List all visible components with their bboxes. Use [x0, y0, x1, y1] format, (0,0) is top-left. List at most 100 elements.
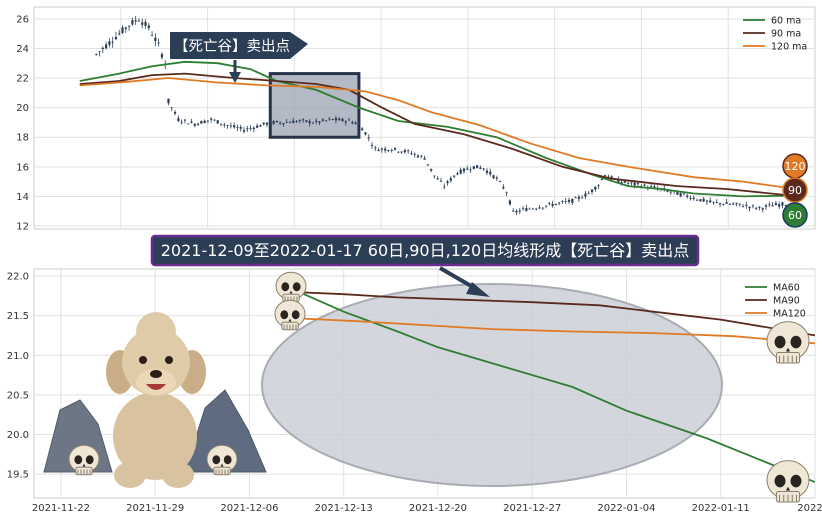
- candle-body: [384, 148, 387, 151]
- candle-body: [361, 128, 364, 131]
- candle-body: [390, 150, 393, 151]
- candle-body: [318, 121, 321, 123]
- candle-body: [699, 199, 702, 202]
- candle-body: [331, 119, 334, 120]
- candle-body: [420, 155, 423, 157]
- candle-body: [518, 210, 521, 212]
- candle-body: [554, 203, 557, 205]
- candle-body: [364, 132, 367, 135]
- candle-body: [256, 125, 259, 128]
- badge-120-label: 120: [785, 160, 806, 173]
- candle-body: [764, 205, 768, 207]
- callout-arrow-shape: [170, 32, 308, 59]
- candle-body: [249, 128, 252, 129]
- candle-body: [633, 182, 636, 186]
- candle-body: [446, 181, 449, 184]
- candle-body: [147, 25, 150, 29]
- candle-body: [492, 175, 495, 179]
- bottom-x-tick: 2021-12-13: [315, 503, 373, 514]
- bottom-x-tick-labels: 2021-11-22 2021-11-29 2021-12-06 2021-12-13…: [32, 503, 822, 514]
- candle-body: [173, 112, 177, 114]
- bottom-legend-label-ma60: MA60: [773, 283, 800, 294]
- candle-body: [436, 178, 439, 180]
- bottom-x-tick: 2022-0: [797, 503, 822, 514]
- candle-body: [180, 121, 183, 123]
- candle-body: [308, 120, 311, 124]
- candle-body: [118, 33, 121, 35]
- candle-body: [206, 120, 209, 122]
- candle-body: [620, 181, 623, 184]
- candle-body: [577, 196, 580, 199]
- candle-body: [150, 35, 154, 37]
- candle-body: [584, 193, 587, 197]
- candle-body: [203, 120, 206, 123]
- bottom-y-tick: 20.0: [7, 430, 29, 441]
- candle-body: [498, 181, 502, 182]
- candle-body: [183, 119, 187, 121]
- candle-body: [101, 47, 104, 50]
- candle-body: [535, 208, 538, 210]
- top-y-tick: 22: [16, 74, 29, 85]
- candle-body: [515, 210, 518, 213]
- badge-60-label: 60: [788, 209, 802, 222]
- candle-body: [771, 205, 774, 207]
- candle-body: [722, 204, 725, 205]
- top-legend: 60 ma 90 ma 120 ma: [743, 16, 807, 53]
- candle-body: [597, 185, 600, 187]
- candle-body: [643, 184, 646, 186]
- bottom-line-ma90: [289, 291, 815, 337]
- candle-body: [761, 208, 764, 210]
- candle-body: [758, 206, 761, 208]
- candle-body: [472, 166, 475, 169]
- candle-body: [167, 98, 170, 104]
- candle-body: [193, 123, 196, 126]
- candle-body: [482, 168, 485, 170]
- bottom-y-tick: 20.5: [7, 390, 29, 401]
- candle-body: [617, 178, 620, 183]
- candle-body: [768, 204, 771, 206]
- candle-body: [512, 210, 515, 212]
- candle-body: [587, 193, 590, 195]
- candle-body: [666, 190, 669, 192]
- candle-body: [489, 171, 492, 175]
- candle-body: [157, 42, 160, 44]
- candle-body: [111, 41, 114, 43]
- candle-body: [170, 107, 173, 109]
- candle-body: [453, 175, 456, 177]
- candle-body: [114, 36, 118, 40]
- candle-body: [712, 201, 715, 203]
- bottom-x-tick: 2021-12-06: [220, 503, 278, 514]
- candle-body: [558, 202, 561, 204]
- candle-body: [423, 158, 426, 160]
- candle-body: [485, 170, 489, 173]
- candle-body: [341, 118, 344, 122]
- candle-body: [443, 186, 446, 188]
- candle-body: [154, 37, 157, 42]
- callout-pointer-head: [229, 72, 241, 83]
- top-y-tick-labels: 12 14 16 18 20 22 24 26: [16, 14, 29, 232]
- candle-body: [590, 189, 594, 192]
- candle-body: [774, 203, 777, 206]
- top-y-tick: 14: [16, 192, 29, 203]
- top-legend-label-ma120: 120 ma: [771, 42, 807, 53]
- top-line-ma60: [79, 60, 786, 198]
- candle-body: [630, 182, 633, 184]
- top-y-tick: 18: [16, 133, 29, 144]
- candle-body: [476, 165, 479, 169]
- candle-body: [285, 121, 288, 123]
- bottom-y-tick: 22.0: [7, 272, 29, 283]
- candle-body: [531, 208, 535, 210]
- skull-icon: [766, 321, 810, 364]
- candle-body: [741, 206, 745, 208]
- candle-body: [95, 53, 98, 55]
- top-panel-frame: [33, 6, 816, 230]
- candle-body: [748, 206, 751, 209]
- candle-body: [252, 127, 255, 130]
- candle-body: [144, 21, 147, 26]
- candle-body: [196, 123, 200, 125]
- candle-body: [246, 128, 249, 130]
- price-candles: [95, 16, 787, 216]
- candle-body: [738, 203, 741, 205]
- death-valley-ellipse: [261, 283, 723, 487]
- candle-body: [137, 20, 141, 22]
